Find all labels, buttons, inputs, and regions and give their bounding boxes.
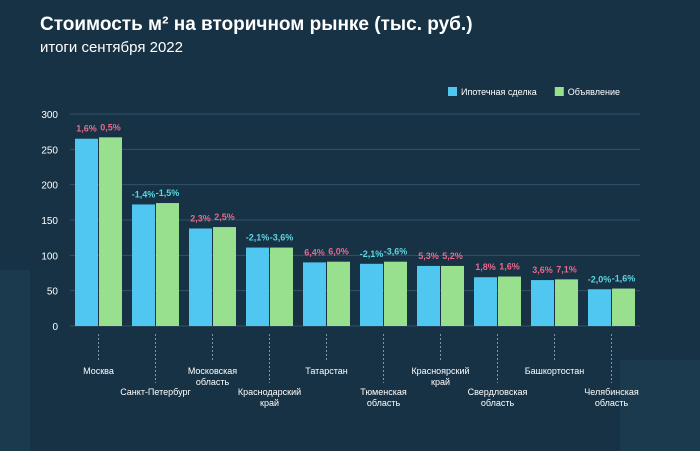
y-tick-label: 50 — [47, 287, 59, 298]
bar — [246, 247, 269, 326]
change-label: 5,3% — [418, 251, 439, 261]
bar — [417, 265, 440, 326]
change-label: -1,6% — [612, 274, 636, 284]
category-label: Московская область — [188, 366, 237, 387]
change-label: 6,0% — [328, 247, 349, 257]
change-label: -1,5% — [156, 188, 180, 198]
category-label-line: край — [260, 398, 279, 408]
category-label: Красноярский край — [411, 366, 469, 387]
bar — [303, 262, 326, 326]
bar — [360, 263, 383, 326]
change-label: -3,6% — [384, 247, 408, 257]
change-label: -3,6% — [270, 233, 294, 243]
bar — [474, 277, 497, 326]
change-label: -2,1% — [360, 249, 384, 259]
change-label: 1,6% — [499, 262, 520, 272]
change-label: 7,1% — [556, 264, 577, 274]
change-label: -1,4% — [132, 189, 156, 199]
change-label: 2,5% — [214, 212, 235, 222]
y-tick-label: 300 — [41, 110, 58, 121]
category-label: Татарстан — [305, 366, 347, 376]
category-label-line: Московская — [188, 366, 237, 376]
change-label: -2,0% — [588, 274, 612, 284]
y-tick-label: 250 — [41, 145, 58, 156]
change-label: 6,4% — [304, 247, 325, 257]
bar — [498, 276, 521, 326]
y-tick-label: 100 — [41, 251, 58, 262]
bar — [270, 247, 293, 326]
change-label: 0,5% — [100, 122, 121, 132]
bar — [327, 261, 350, 326]
category-label-line: Красноярский — [411, 366, 469, 376]
bar — [213, 227, 236, 326]
category-label-line: Санкт-Петербург — [120, 387, 191, 397]
bar — [75, 138, 98, 326]
bar — [156, 203, 179, 326]
category-label: Санкт-Петербург — [120, 387, 191, 397]
bar — [441, 265, 464, 326]
category-label: Краснодарский край — [238, 387, 301, 408]
y-tick-label: 150 — [41, 216, 58, 227]
bar — [531, 280, 554, 326]
legend-swatch — [554, 87, 564, 96]
category-label-line: Тюменская — [360, 387, 407, 397]
category-label-line: Татарстан — [305, 366, 347, 376]
change-label: 1,8% — [475, 262, 496, 272]
category-label: Челябинская область — [584, 387, 639, 408]
category-label-line: край — [431, 377, 450, 387]
background-decoration-right — [620, 360, 700, 451]
y-tick-label: 0 — [52, 322, 58, 333]
legend-swatch — [448, 87, 457, 96]
bar — [612, 288, 635, 326]
category-label-line: Челябинская — [584, 387, 639, 397]
category-label-line: Москва — [83, 366, 114, 376]
category-label: Свердловская область — [468, 387, 528, 408]
bar — [384, 261, 407, 326]
legend-label: Объявление — [568, 87, 620, 97]
y-tick-label: 200 — [41, 181, 58, 192]
change-label: 5,2% — [442, 251, 463, 261]
change-label: 3,6% — [532, 265, 553, 275]
category-label: Башкортостан — [525, 366, 585, 376]
legend-label: Ипотечная сделка — [461, 87, 537, 97]
category-label: Москва — [83, 366, 114, 376]
category-label-line: область — [481, 398, 515, 408]
bar — [99, 137, 122, 326]
category-label-line: Башкортостан — [525, 366, 585, 376]
chart-subtitle: итоги сентября 2022 — [40, 39, 183, 56]
category-label: Тюменская область — [360, 387, 407, 408]
bar — [132, 204, 155, 326]
bar — [588, 289, 611, 326]
change-label: -2,1% — [246, 233, 270, 243]
category-label-line: область — [196, 377, 230, 387]
category-label-line: Краснодарский — [238, 387, 301, 397]
background-decoration-left — [0, 270, 30, 451]
change-label: 1,6% — [76, 124, 97, 134]
category-label-line: область — [367, 398, 401, 408]
category-label-line: Свердловская — [468, 387, 528, 397]
bar — [555, 279, 578, 326]
bar — [189, 228, 212, 326]
change-label: 2,3% — [190, 213, 211, 223]
chart-title: Стоимость м² на вторичном рынке (тыс. ру… — [40, 14, 473, 35]
category-label-line: область — [595, 398, 629, 408]
